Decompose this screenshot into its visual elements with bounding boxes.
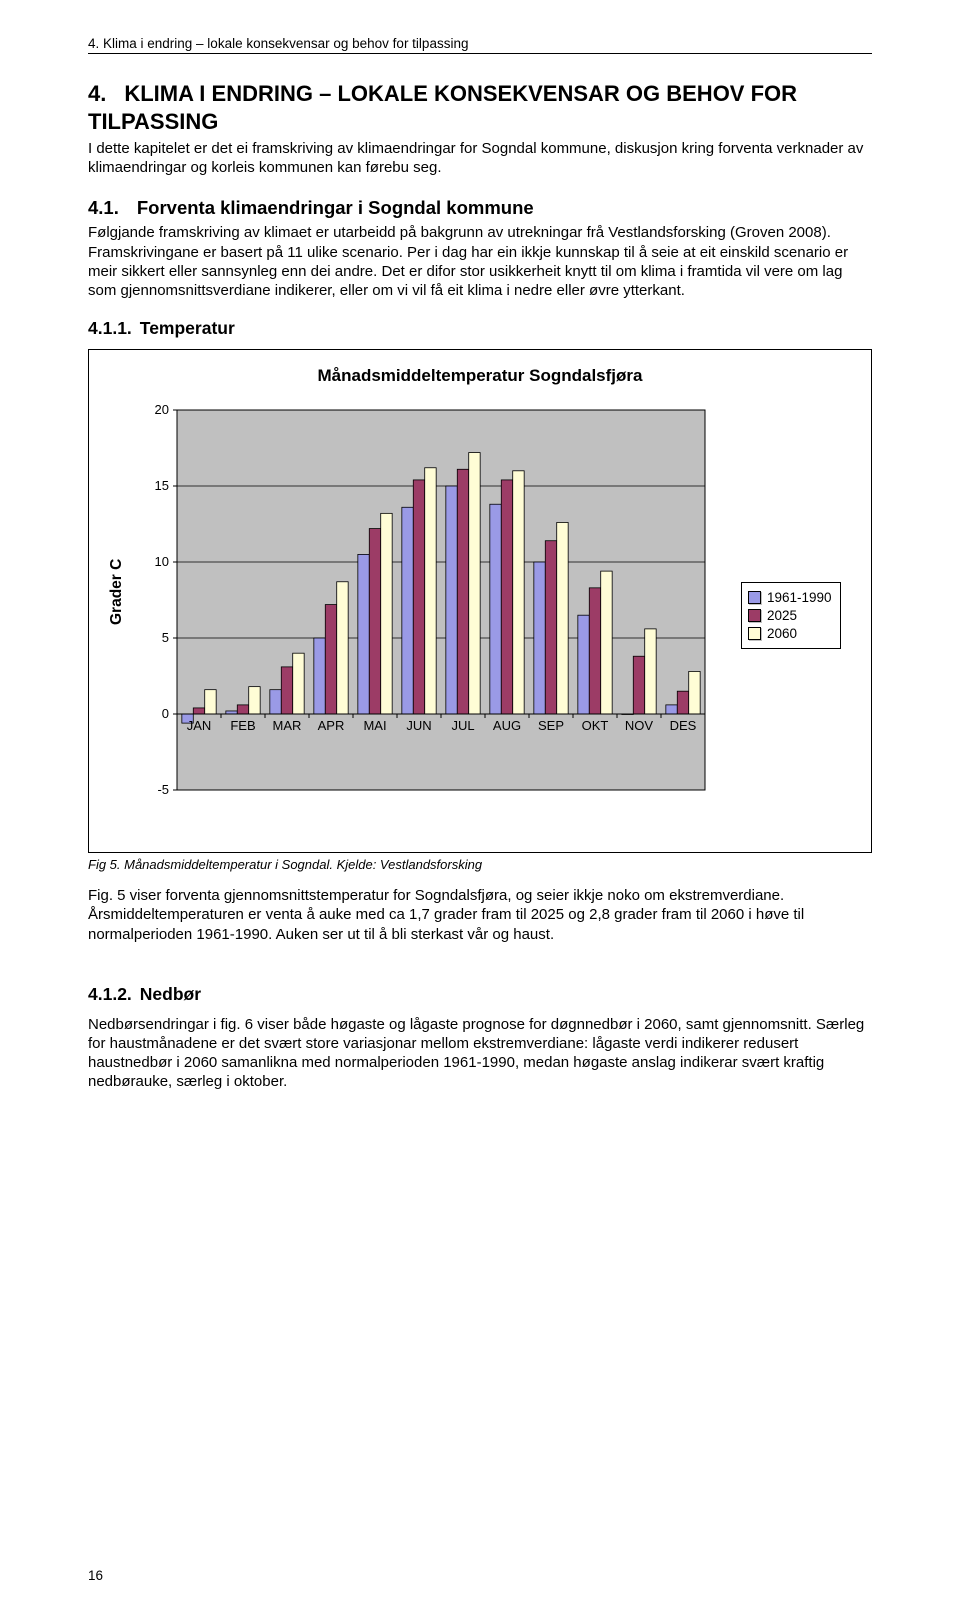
section-4-1-number: 4.1. <box>88 197 119 218</box>
svg-text:20: 20 <box>155 402 169 417</box>
section-4-1-2-number: 4.1.2. <box>88 984 132 1004</box>
svg-text:NOV: NOV <box>625 718 654 733</box>
svg-text:AUG: AUG <box>493 718 521 733</box>
legend-swatch <box>748 591 761 604</box>
svg-text:10: 10 <box>155 554 169 569</box>
svg-text:APR: APR <box>318 718 345 733</box>
svg-text:-5: -5 <box>157 782 169 797</box>
section-4-1-1-number: 4.1.1. <box>88 318 132 338</box>
section-4-1-title-text: Forventa klimaendringar i Sogndal kommun… <box>137 197 534 218</box>
section-4-title-text: KLIMA I ENDRING – LOKALE KONSEKVENSAR OG… <box>88 81 797 134</box>
legend-item: 2025 <box>748 608 832 623</box>
svg-text:5: 5 <box>162 630 169 645</box>
legend-item: 2060 <box>748 626 832 641</box>
svg-text:JUL: JUL <box>451 718 474 733</box>
legend-swatch <box>748 609 761 622</box>
svg-text:0: 0 <box>162 706 169 721</box>
svg-text:SEP: SEP <box>538 718 564 733</box>
legend-label: 2060 <box>767 626 797 641</box>
svg-text:JAN: JAN <box>187 718 212 733</box>
section-4-1-2-para: Nedbørsendringar i fig. 6 viser både høg… <box>88 1015 872 1092</box>
svg-text:DES: DES <box>670 718 697 733</box>
svg-text:15: 15 <box>155 478 169 493</box>
page-header: 4. Klima i endring – lokale konsekvensar… <box>88 36 872 54</box>
figure-5-caption: Fig 5. Månadsmiddeltemperatur i Sogndal.… <box>88 857 872 872</box>
section-4-1-2-title-text: Nedbør <box>140 984 201 1004</box>
section-4-1-title: 4.1. Forventa klimaendringar i Sogndal ko… <box>88 197 872 219</box>
temperature-chart-frame: Månadsmiddeltemperatur Sogndalsfjøra Gra… <box>88 349 872 853</box>
legend-label: 1961-1990 <box>767 590 832 605</box>
section-4-title: 4.KLIMA I ENDRING – LOKALE KONSEKVENSAR … <box>88 80 872 135</box>
chart-plot-area: -5 0 5 10 15 20 JAN FEB MAR APR MAI JUN JUL AUG SEP OKT… <box>127 400 717 830</box>
chart-legend: 1961-1990 2025 2060 <box>741 582 841 649</box>
svg-text:JUN: JUN <box>406 718 431 733</box>
bar-chart-svg: -5 0 5 10 15 20 JAN FEB MAR APR MAI JUN JUL AUG SEP OKT… <box>127 400 717 830</box>
svg-text:OKT: OKT <box>582 718 609 733</box>
after-chart-para: Fig. 5 viser forventa gjennomsnittstempe… <box>88 886 872 944</box>
page-number: 16 <box>88 1568 103 1583</box>
svg-text:MAR: MAR <box>273 718 302 733</box>
svg-text:MAI: MAI <box>363 718 386 733</box>
legend-label: 2025 <box>767 608 797 623</box>
section-4-1-2-title: 4.1.2. Nedbør <box>88 984 872 1005</box>
section-4-intro: I dette kapitelet er det ei framskriving… <box>88 139 872 177</box>
section-4-1-1-title-text: Temperatur <box>140 318 235 338</box>
legend-swatch <box>748 627 761 640</box>
svg-text:FEB: FEB <box>230 718 255 733</box>
section-4-number: 4. <box>88 81 106 106</box>
y-axis-label: Grader C <box>108 605 126 625</box>
section-4-1-para: Følgjande framskriving av klimaet er uta… <box>88 223 872 300</box>
legend-item: 1961-1990 <box>748 590 832 605</box>
section-4-1-1-title: 4.1.1. Temperatur <box>88 318 872 339</box>
chart-title: Månadsmiddeltemperatur Sogndalsfjøra <box>107 366 853 386</box>
